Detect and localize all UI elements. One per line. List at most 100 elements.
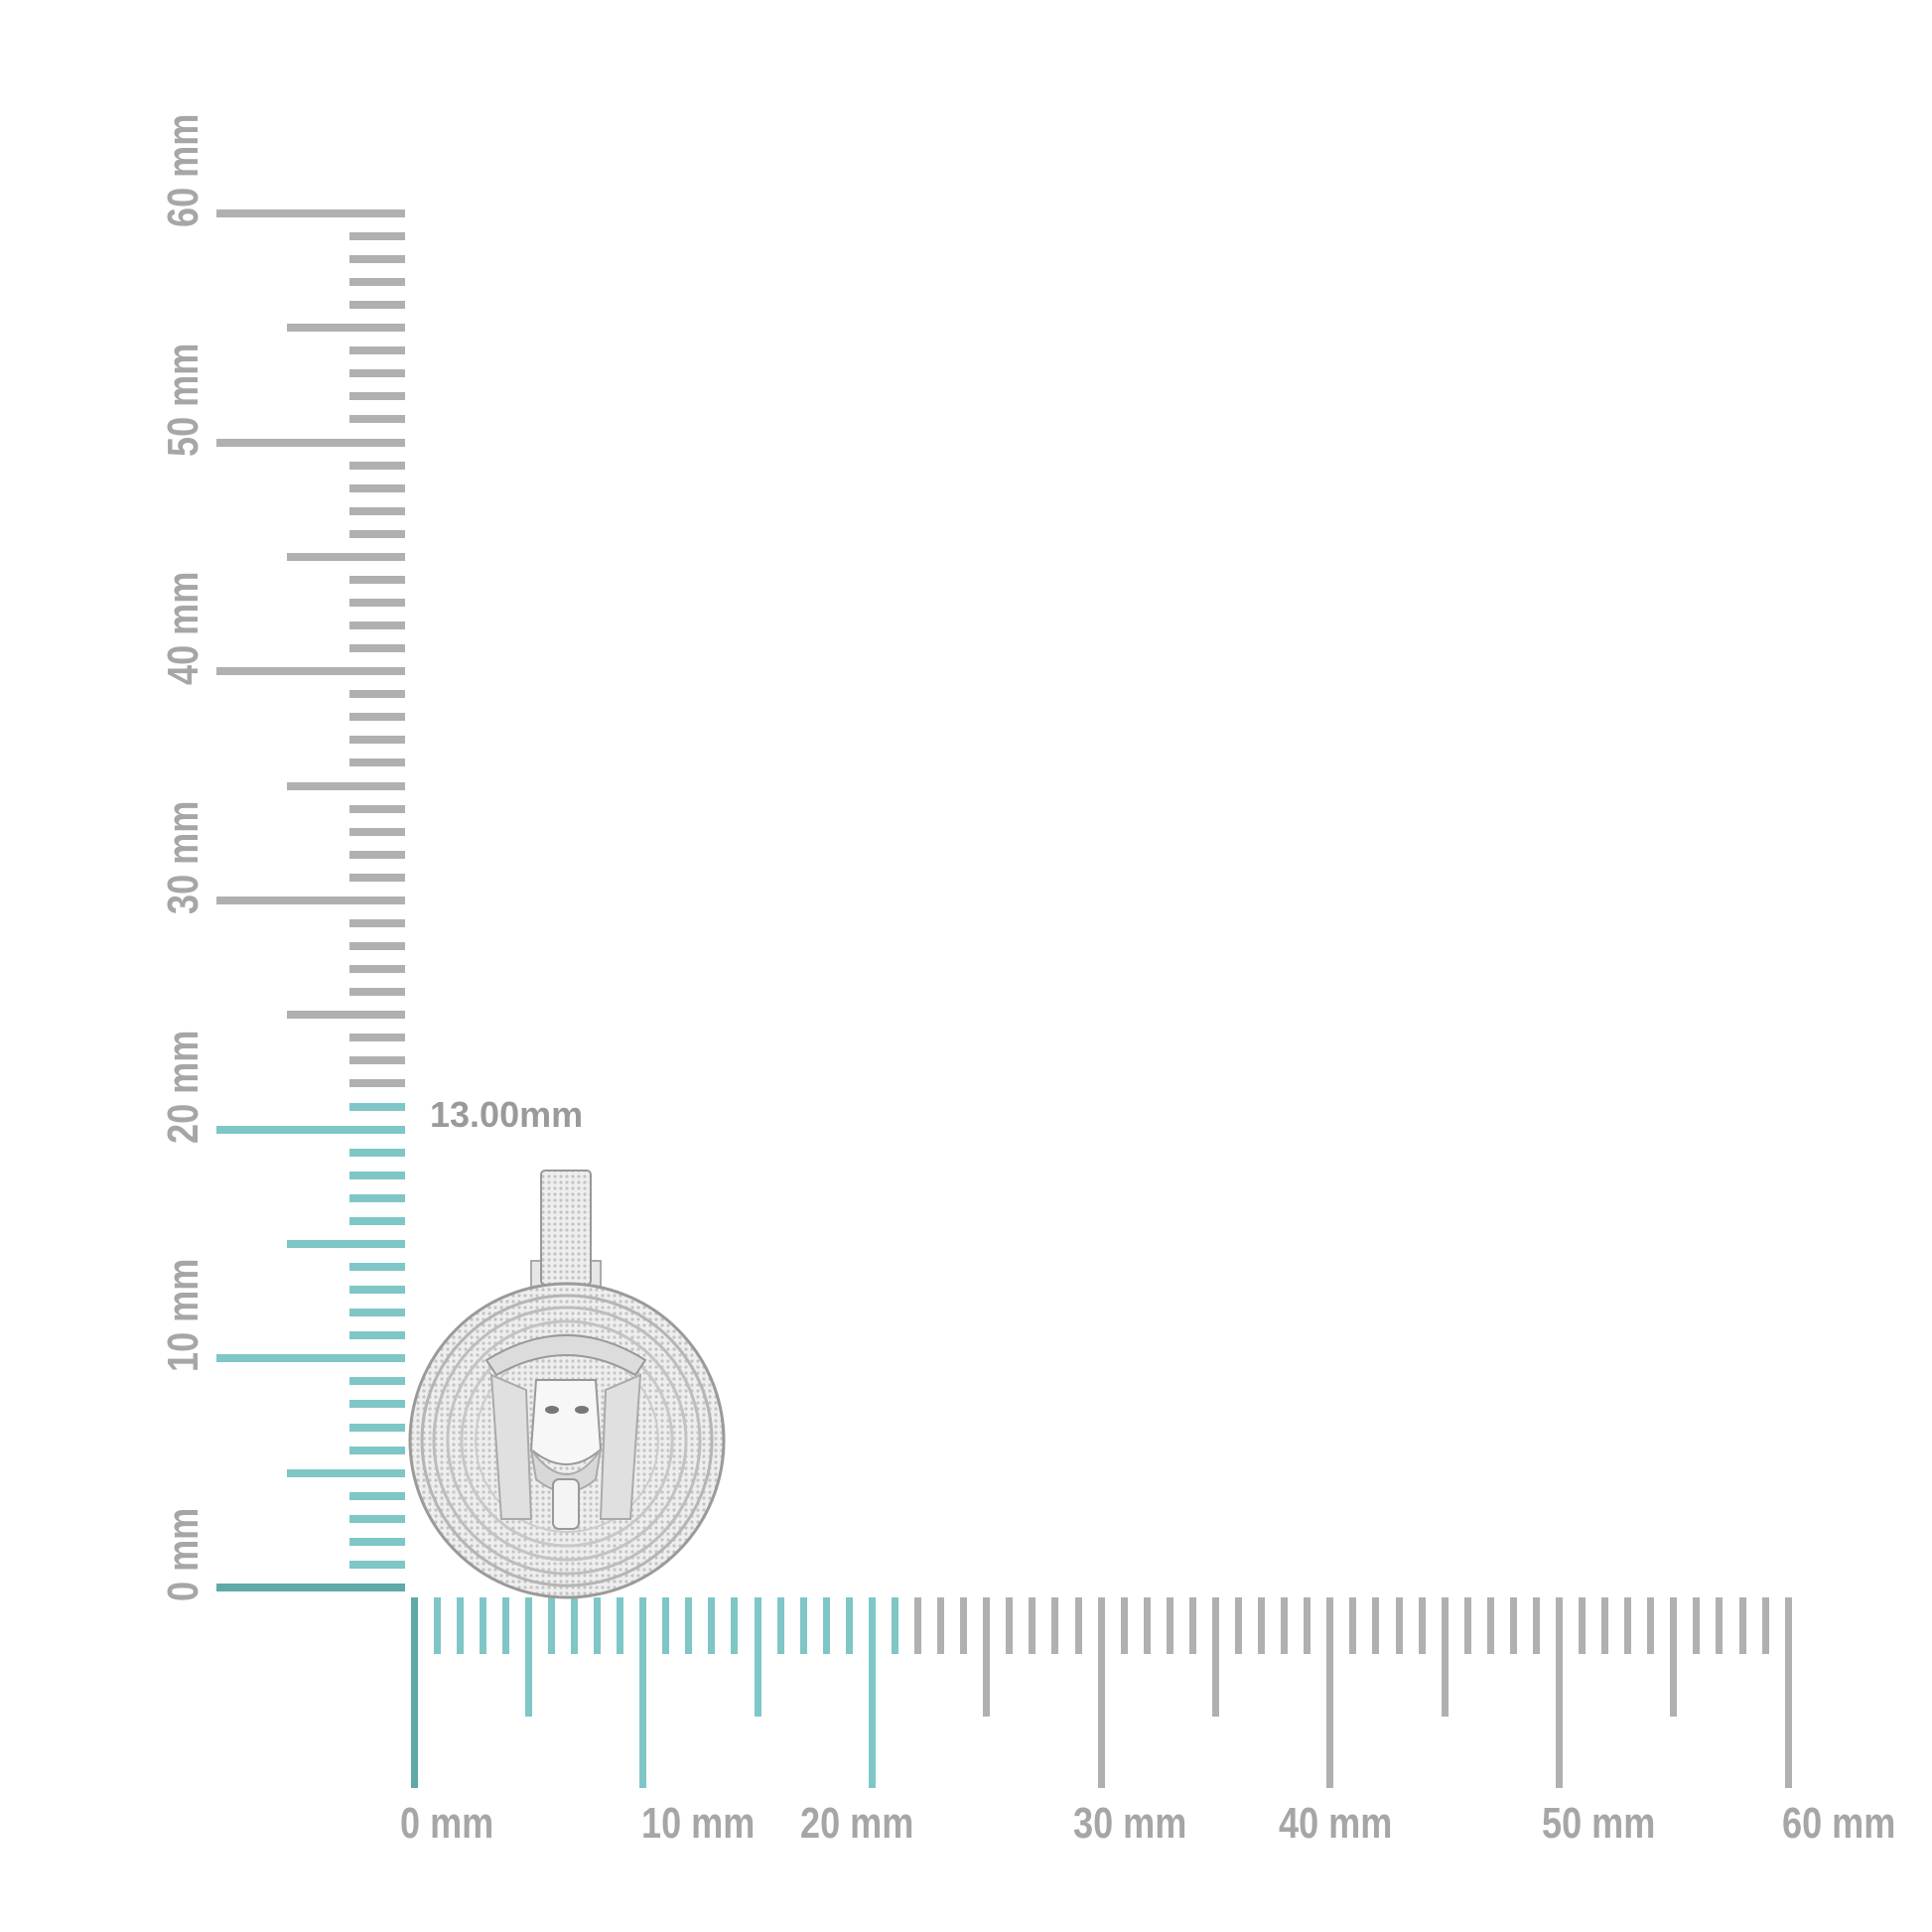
x-tick-53mm — [1624, 1597, 1632, 1654]
x-tick-51mm — [1579, 1597, 1587, 1654]
x-tick-32mm — [1143, 1597, 1151, 1654]
y-tick-27mm — [349, 965, 405, 974]
x-tick-43mm — [1395, 1597, 1403, 1654]
x-tick-58mm — [1738, 1597, 1746, 1654]
y-tick-51mm — [349, 415, 405, 424]
y-tick-33mm — [349, 827, 405, 836]
y-tick-26mm — [349, 988, 405, 997]
y-tick-59mm — [349, 231, 405, 240]
y-tick-2mm — [349, 1537, 405, 1546]
y-tick-31mm — [349, 873, 405, 882]
y-tick-43mm — [349, 598, 405, 607]
x-tick-18mm — [822, 1597, 830, 1654]
y-tick-54mm — [349, 346, 405, 355]
x-tick-60mm — [1784, 1597, 1792, 1788]
x-tick-47mm — [1486, 1597, 1494, 1654]
y-tick-46mm — [349, 529, 405, 538]
y-tick-25mm — [287, 1011, 405, 1020]
x-tick-12mm — [685, 1597, 693, 1654]
y-tick-36mm — [349, 759, 405, 767]
y-tick-7mm — [349, 1423, 405, 1432]
x-tick-26mm — [1006, 1597, 1014, 1654]
y-label: 50 mm — [159, 343, 207, 457]
x-tick-19mm — [845, 1597, 853, 1654]
y-tick-16mm — [349, 1216, 405, 1225]
y-tick-13mm — [349, 1286, 405, 1295]
y-tick-1mm — [349, 1560, 405, 1569]
x-tick-34mm — [1188, 1597, 1196, 1654]
x-tick-13mm — [708, 1597, 716, 1654]
x-tick-27mm — [1029, 1597, 1036, 1654]
y-tick-56mm — [349, 301, 405, 310]
x-tick-22mm — [914, 1597, 922, 1654]
y-tick-12mm — [349, 1309, 405, 1317]
y-tick-3mm — [349, 1514, 405, 1523]
x-tick-7mm — [570, 1597, 578, 1654]
x-tick-57mm — [1716, 1597, 1724, 1654]
x-tick-42mm — [1372, 1597, 1380, 1654]
y-tick-38mm — [349, 713, 405, 722]
y-tick-4mm — [349, 1491, 405, 1500]
y-tick-34mm — [349, 804, 405, 813]
x-tick-54mm — [1647, 1597, 1655, 1654]
y-tick-0mm — [216, 1584, 405, 1591]
y-tick-29mm — [349, 918, 405, 927]
y-label: 60 mm — [159, 113, 207, 227]
y-tick-41mm — [349, 644, 405, 653]
x-label: 0 mm — [400, 1799, 494, 1848]
y-tick-18mm — [349, 1171, 405, 1179]
y-tick-42mm — [349, 621, 405, 630]
x-tick-29mm — [1074, 1597, 1082, 1654]
y-tick-57mm — [349, 278, 405, 286]
y-tick-44mm — [349, 575, 405, 584]
y-tick-8mm — [349, 1400, 405, 1409]
x-tick-17mm — [799, 1597, 807, 1654]
x-tick-15mm — [754, 1597, 761, 1717]
x-tick-48mm — [1509, 1597, 1517, 1654]
x-tick-4mm — [501, 1597, 509, 1654]
x-tick-8mm — [594, 1597, 602, 1654]
x-tick-6mm — [547, 1597, 555, 1654]
x-tick-5mm — [524, 1597, 532, 1717]
y-tick-5mm — [287, 1468, 405, 1477]
x-tick-36mm — [1235, 1597, 1243, 1654]
y-tick-52mm — [349, 392, 405, 401]
y-tick-24mm — [349, 1034, 405, 1042]
x-label: 40 mm — [1278, 1799, 1393, 1848]
y-tick-17mm — [349, 1193, 405, 1202]
x-tick-21mm — [891, 1597, 898, 1654]
x-tick-50mm — [1556, 1597, 1563, 1788]
x-tick-3mm — [479, 1597, 486, 1654]
x-tick-1mm — [433, 1597, 441, 1654]
x-tick-30mm — [1097, 1597, 1105, 1788]
pendant-medallion — [408, 1282, 726, 1599]
y-tick-58mm — [349, 254, 405, 263]
y-tick-22mm — [349, 1079, 405, 1088]
x-tick-41mm — [1349, 1597, 1357, 1654]
y-tick-14mm — [349, 1263, 405, 1272]
y-tick-6mm — [349, 1446, 405, 1454]
x-tick-40mm — [1326, 1597, 1334, 1788]
x-label: 30 mm — [1073, 1799, 1187, 1848]
x-tick-49mm — [1532, 1597, 1540, 1654]
y-tick-30mm — [216, 896, 405, 904]
y-tick-32mm — [349, 850, 405, 859]
y-tick-9mm — [349, 1377, 405, 1386]
y-tick-20mm — [216, 1125, 405, 1134]
x-tick-33mm — [1166, 1597, 1173, 1654]
x-tick-28mm — [1051, 1597, 1059, 1654]
pendant-image — [408, 1170, 726, 1599]
y-tick-37mm — [349, 736, 405, 745]
y-tick-39mm — [349, 690, 405, 699]
x-tick-14mm — [731, 1597, 739, 1654]
y-tick-40mm — [216, 667, 405, 676]
x-tick-16mm — [776, 1597, 784, 1654]
y-tick-47mm — [349, 506, 405, 515]
x-tick-25mm — [983, 1597, 991, 1717]
x-tick-23mm — [937, 1597, 945, 1654]
y-label: 30 mm — [159, 800, 207, 914]
x-tick-9mm — [617, 1597, 624, 1654]
x-label: 10 mm — [640, 1799, 756, 1848]
x-label: 60 mm — [1782, 1799, 1896, 1848]
